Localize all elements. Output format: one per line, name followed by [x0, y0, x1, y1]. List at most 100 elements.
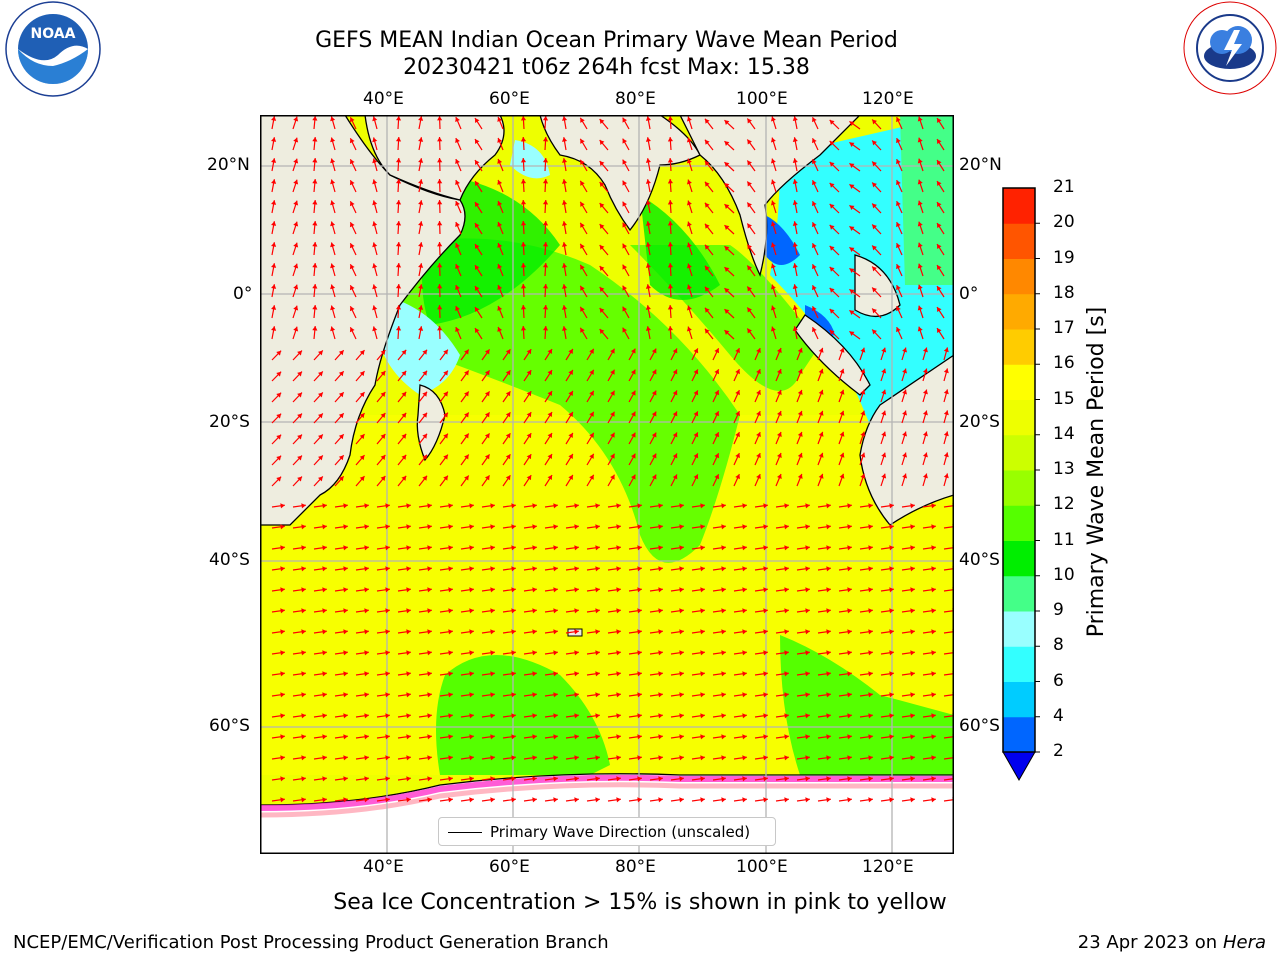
wave-arrow-head: [805, 545, 810, 551]
wave-arrow-head: [553, 524, 558, 530]
wave-arrow-head: [686, 305, 692, 311]
wave-arrow-head: [574, 566, 579, 572]
wave-arrow-head: [595, 671, 600, 677]
wave-arrow-head: [574, 713, 579, 719]
wave-arrow-head: [763, 692, 768, 698]
wave-arrow-head: [829, 203, 835, 209]
wave-arrow-head: [574, 776, 579, 782]
wave-arrow-head: [672, 348, 678, 354]
wave-arrow-head: [868, 713, 873, 719]
wave-arrow-head: [667, 305, 673, 310]
wave-arrow-head: [401, 370, 407, 376]
wave-arrow-head: [343, 629, 348, 635]
wave-arrow-head: [280, 797, 285, 803]
wave-arrow-head: [724, 162, 730, 167]
wave-arrow-head: [380, 350, 386, 355]
wave-arrow-head: [645, 137, 651, 142]
lon-label-bottom: 100°E: [736, 857, 788, 877]
wave-arrow-head: [406, 545, 411, 551]
wave-direction-arrows: [271, 115, 954, 803]
wave-arrow-head: [667, 179, 673, 184]
wave-arrow-head: [271, 284, 277, 289]
wave-arrow-head: [931, 524, 936, 530]
wave-arrow-head: [637, 713, 642, 719]
wave-arrow-head: [784, 755, 789, 761]
wave-arrow-head: [889, 524, 894, 530]
wave-arrow-head: [910, 566, 915, 572]
wave-arrow-head: [826, 566, 831, 572]
wave-arrow-head: [448, 587, 453, 593]
wave-arrow-head: [505, 391, 511, 397]
wave-arrow-head: [401, 391, 407, 397]
wave-arrow-head: [693, 432, 699, 438]
wave-arrow-head: [679, 776, 684, 782]
wave-arrow-head: [792, 179, 798, 184]
wave-arrow-head: [847, 692, 852, 698]
wave-arrow-head: [637, 671, 642, 677]
wave-arrow-head: [637, 629, 642, 635]
wave-arrow-head: [372, 221, 378, 227]
colorbar-tick-label: 9: [1053, 600, 1064, 620]
wave-arrow-head: [455, 243, 460, 249]
wave-arrow-head: [943, 410, 949, 416]
wave-arrow-head: [561, 200, 568, 205]
wave-arrow: [943, 735, 954, 739]
wave-arrow-head: [931, 671, 936, 677]
wave-arrow-head: [280, 692, 285, 698]
wave-arrow-head: [847, 797, 852, 803]
wave-arrow: [943, 693, 954, 697]
wave-arrow-head: [542, 305, 549, 310]
wave-arrow-head: [784, 713, 789, 719]
wave-arrow-head: [385, 713, 390, 719]
wave-arrow-head: [599, 329, 605, 334]
wave-arrow-head: [595, 650, 600, 656]
colorbar-tick-label: 6: [1053, 670, 1064, 691]
wave-arrow-head: [735, 390, 740, 396]
wave-arrow-head: [418, 305, 424, 310]
wave-arrow-head: [293, 263, 299, 269]
wave-arrow-head: [763, 524, 768, 530]
wave-arrow-head: [271, 179, 277, 184]
wave-arrow-head: [714, 348, 720, 354]
colorbar-block: [1003, 293, 1035, 330]
colorbar-block: [1003, 364, 1035, 400]
wave-arrow-head: [280, 629, 285, 635]
wave-arrow-head: [721, 776, 726, 782]
wave-arrow-head: [849, 268, 855, 274]
wave-arrow-head: [318, 371, 323, 377]
wave-arrow-head: [811, 138, 817, 144]
wave-arrow-head: [679, 503, 684, 509]
wave-arrow-head: [532, 776, 537, 782]
wave-arrow-head: [776, 453, 782, 458]
wave-arrow-head: [372, 179, 378, 185]
wave-arrow-head: [651, 411, 657, 417]
wave-arrow-head: [448, 545, 453, 551]
wave-arrow-head: [599, 161, 605, 166]
wave-arrow-head: [422, 475, 428, 481]
wave-arrow-head: [511, 713, 516, 719]
wave-arrow-head: [395, 326, 402, 331]
wave-arrow-head: [700, 776, 705, 782]
wave-arrow-head: [868, 587, 873, 593]
wave-arrow-head: [547, 454, 553, 460]
wave-arrow-head: [770, 263, 776, 269]
wave-arrow-head: [532, 713, 537, 719]
wave-arrow-head: [293, 137, 299, 143]
wave-arrow-head: [826, 650, 831, 656]
wave-arrow-head: [917, 263, 923, 269]
wave-arrow-head: [385, 566, 390, 572]
wave-arrow-head: [469, 713, 474, 719]
wave-arrow-head: [497, 200, 503, 206]
wave-arrow-head: [589, 474, 594, 480]
wave-arrow-head: [547, 475, 553, 481]
wave-arrow-head: [622, 327, 628, 333]
wave-arrow-head: [297, 476, 302, 482]
wave-arrow-head: [616, 755, 621, 761]
wave-arrow-head: [464, 412, 469, 418]
wave-arrow-head: [637, 566, 642, 572]
wave-arrow-head: [280, 776, 285, 782]
wave-arrow-head: [497, 263, 503, 269]
wave-arrow-head: [343, 755, 348, 761]
wave-arrow-head: [658, 587, 663, 593]
wave-arrow-head: [721, 755, 726, 761]
